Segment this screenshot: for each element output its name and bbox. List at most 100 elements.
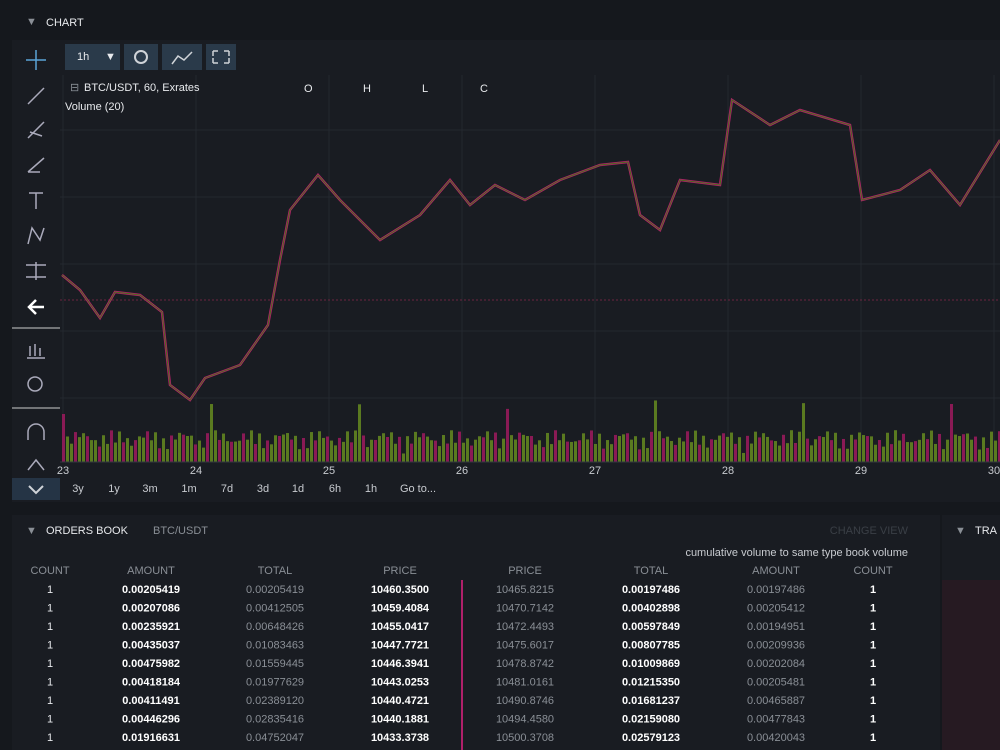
volume-bar — [918, 439, 921, 462]
crosshair-tool[interactable] — [26, 50, 46, 70]
volume-bar — [582, 433, 585, 462]
pitchfork-tool[interactable] — [27, 121, 45, 139]
volume-bar — [718, 435, 721, 462]
back-tool[interactable] — [27, 299, 44, 315]
pattern-tool[interactable] — [27, 226, 45, 245]
volume-bar — [530, 435, 533, 462]
range-button[interactable]: 3y — [72, 483, 84, 495]
volume-bar — [126, 438, 129, 462]
volume-bar — [602, 448, 605, 462]
volume-bar — [382, 433, 385, 462]
volume-bar — [726, 436, 729, 462]
zoom-tool[interactable] — [27, 376, 43, 392]
volume-bar — [282, 434, 285, 462]
ask-cell: 10465.8215 — [496, 584, 554, 596]
text-tool[interactable] — [29, 192, 43, 209]
indicators-button[interactable] — [162, 44, 202, 70]
symbol: BTC/USDT, 60, Exrates — [84, 82, 200, 94]
range-button[interactable]: Go to... — [400, 483, 436, 495]
ask-cell: 1 — [870, 602, 876, 614]
volume-bar — [90, 440, 93, 462]
bid-cell: 1 — [47, 584, 53, 596]
range-button[interactable]: 7d — [221, 483, 233, 495]
settings-button[interactable] — [124, 44, 158, 70]
range-button[interactable]: 6h — [329, 483, 341, 495]
bid-cell: 0.00475982 — [122, 658, 180, 670]
volume-bar — [150, 440, 153, 462]
volume-bar — [110, 430, 113, 462]
volume-bar — [546, 432, 549, 462]
volume-bar — [838, 448, 841, 462]
volume-bar — [946, 439, 949, 462]
volume-bar — [286, 433, 289, 462]
bid-cell: 1 — [47, 676, 53, 688]
volume-bar — [674, 444, 677, 462]
volume-bar — [534, 444, 537, 462]
fullscreen-button[interactable] — [206, 44, 236, 70]
volume-bar — [882, 446, 885, 462]
volume-bar — [734, 443, 737, 462]
volume-bar — [650, 431, 653, 462]
volume-bar — [594, 443, 597, 462]
bid-cell: 0.00435037 — [122, 639, 180, 651]
ask-cell: 0.00194951 — [747, 621, 805, 633]
shape-tool[interactable] — [27, 157, 45, 173]
collapse-box[interactable]: ⊟ — [70, 82, 79, 94]
volume-bar — [414, 431, 417, 462]
volume-bar — [102, 435, 105, 462]
zoom-range-tool[interactable] — [27, 344, 45, 359]
bid-cell: 0.00235921 — [122, 621, 180, 633]
ask-cell: 0.00597849 — [622, 621, 680, 633]
range-button[interactable]: 3m — [142, 483, 157, 495]
collapse-icon[interactable]: ▼ — [955, 525, 966, 537]
volume-bar — [538, 440, 541, 462]
volume-bar — [694, 430, 697, 462]
volume-bar — [318, 431, 321, 462]
volume-bar — [258, 433, 261, 462]
volume-bar — [158, 448, 161, 462]
volume-bar — [802, 403, 805, 462]
ohlc-l: L — [422, 83, 428, 95]
magnet-tool[interactable] — [27, 423, 45, 440]
line-tool[interactable] — [27, 87, 45, 105]
volume-bar — [654, 400, 657, 462]
volume-bar — [962, 434, 965, 462]
volume-bar — [198, 440, 201, 462]
bid-cell: 0.00207086 — [122, 602, 180, 614]
volume-bar — [842, 438, 845, 462]
range-button[interactable]: 1m — [181, 483, 196, 495]
volume-bar — [670, 441, 673, 462]
change-view[interactable]: CHANGE VIEW — [830, 525, 909, 537]
chevron — [28, 485, 44, 495]
lock-tool[interactable] — [27, 458, 45, 471]
range-button[interactable]: 1y — [108, 483, 120, 495]
volume-bar — [510, 435, 513, 462]
measure-tool[interactable] — [26, 262, 46, 280]
volume-bar — [502, 438, 505, 462]
range-button[interactable]: 1h — [365, 483, 377, 495]
volume-bar — [706, 447, 709, 462]
orders-title: ORDERS BOOK — [46, 525, 129, 537]
volume-bar — [990, 431, 993, 462]
interval-select[interactable] — [65, 44, 120, 70]
volume-bar — [246, 439, 249, 462]
range-button[interactable]: 3d — [257, 483, 269, 495]
volume-bar — [254, 443, 257, 462]
volume-bar — [770, 440, 773, 462]
volume-bar — [622, 434, 625, 462]
collapse-icon[interactable]: ▼ — [26, 525, 37, 537]
grid — [60, 75, 1000, 462]
volume-bar — [590, 430, 593, 462]
volume-bar — [954, 434, 957, 462]
volume-bar — [170, 435, 173, 462]
collapse-icon[interactable]: ▼ — [26, 16, 37, 28]
expand-tools[interactable] — [12, 478, 60, 500]
volume-bar — [134, 440, 137, 462]
volume-bar — [950, 404, 953, 462]
ask-cell: 0.00402898 — [622, 602, 680, 614]
volume-bar — [326, 436, 329, 462]
bid-cell: 10455.0417 — [371, 621, 429, 633]
range-button[interactable]: 1d — [292, 483, 304, 495]
volume-bar — [778, 445, 781, 462]
bid-cell: 1 — [47, 695, 53, 707]
